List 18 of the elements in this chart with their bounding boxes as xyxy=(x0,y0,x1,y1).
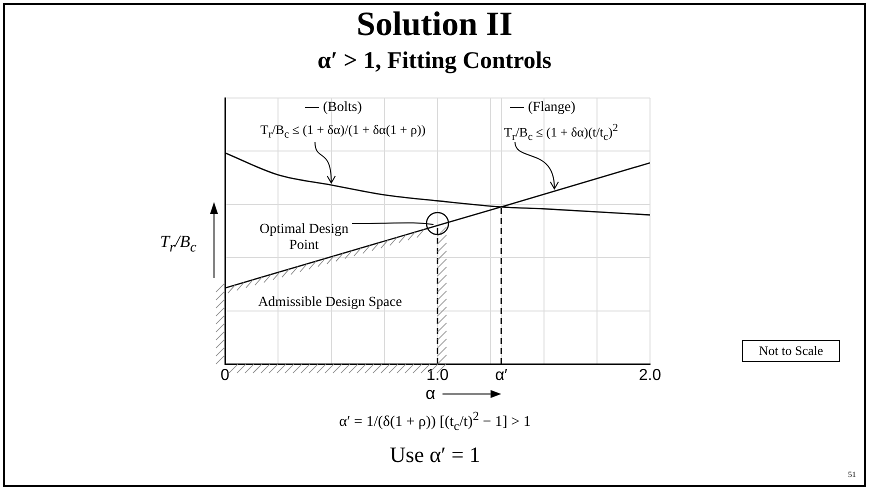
x-tick-label: 0 xyxy=(220,367,230,384)
y-axis-title: T$_{r}$/B$_{c}$ xyxy=(160,232,196,256)
annotation: Optimal Design Point xyxy=(258,222,350,254)
x-tick-label: 2.0 xyxy=(638,367,662,384)
chart-title: Solution II xyxy=(356,6,514,44)
text: Not to Scale xyxy=(742,340,840,362)
x-tick-label: α′ xyxy=(495,367,508,384)
text: 51 xyxy=(847,470,857,479)
annotation: T$_{r}$/B$_{c}$ ≤ (1 + δα)/(1 + δα(1 + ρ)) xyxy=(259,122,427,141)
legend-label: (Flange) xyxy=(527,100,576,116)
text: α′ = 1/(δ(1 + ρ)) [(t$_{c}$/t)$^{2}$ − 1] > 1 xyxy=(338,409,532,434)
x-tick-label: 1.0 xyxy=(426,367,449,384)
chart-subtitle: α′ > 1, Fitting Controls xyxy=(316,48,553,75)
annotation: Admissible Design Space xyxy=(257,295,403,311)
x-axis-title: α xyxy=(426,384,436,404)
annotation: T$_{r}$/B$_{c}$ ≤ (1 + δα)(t/t$_{c}$)$^{2}$ xyxy=(503,122,619,143)
legend-label: (Bolts) xyxy=(322,100,362,116)
text: Use α′ = 1 xyxy=(388,442,482,468)
